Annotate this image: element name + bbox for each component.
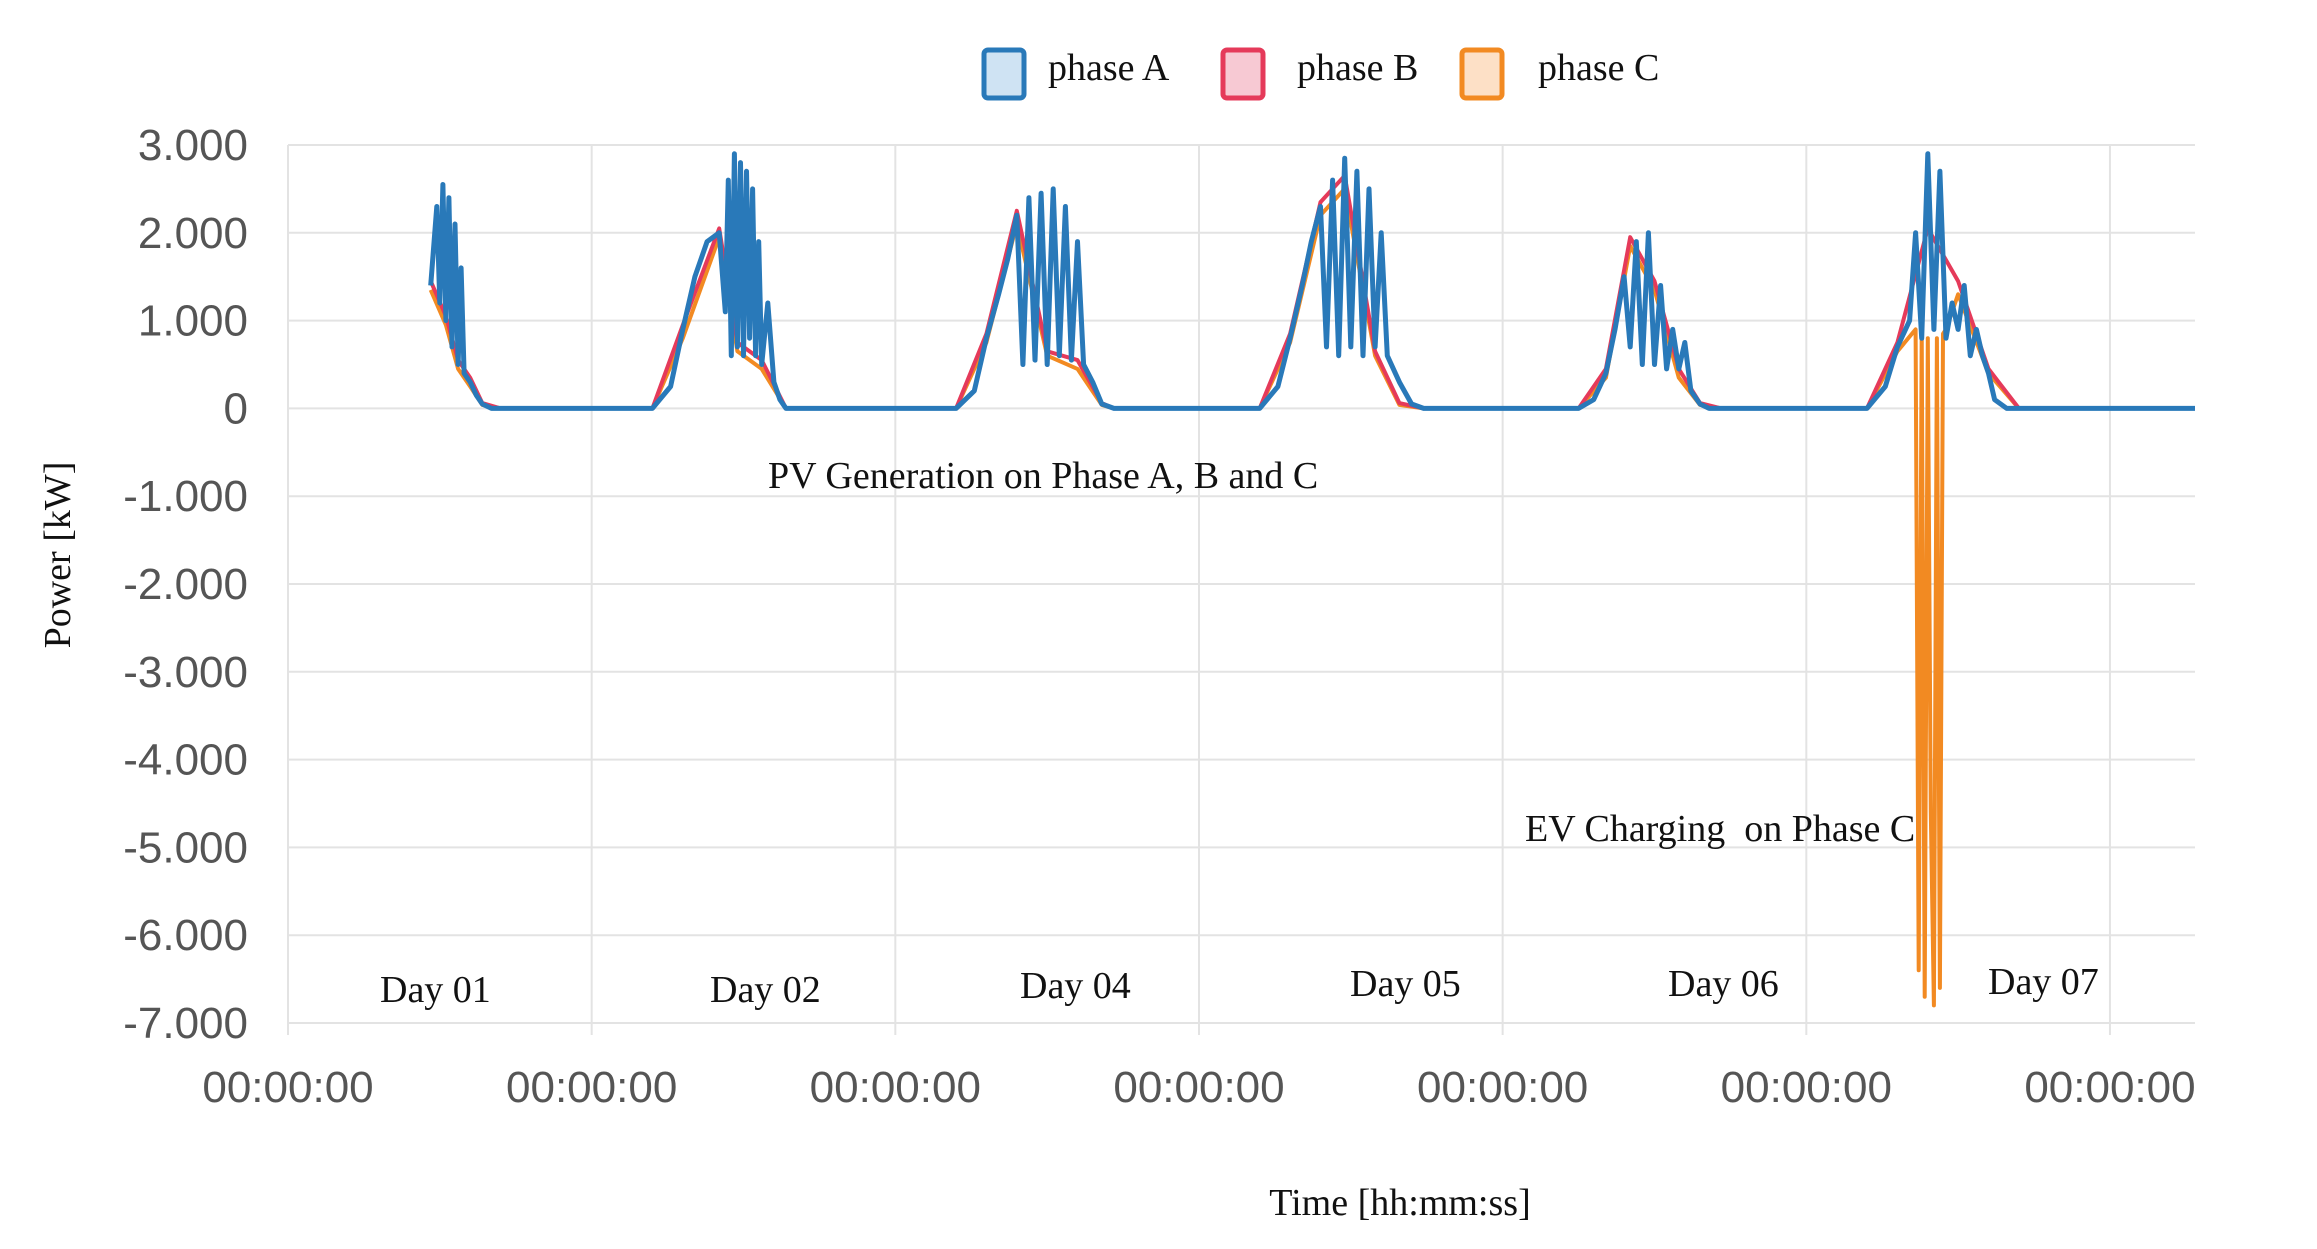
x-tick-label: 00:00:00 (1113, 1063, 1284, 1112)
legend-item-phase-a[interactable]: phase A (981, 47, 1170, 101)
x-axis-title: Time [hh:mm:ss] (1269, 1182, 1530, 1224)
series-line-phase-a (428, 151, 2195, 411)
legend-item-phase-b[interactable]: phase B (1220, 47, 1418, 101)
legend-item-phase-c[interactable]: phase C (1459, 47, 1659, 101)
y-tick-label: -4.000 (123, 736, 248, 785)
y-tick-label: 0 (224, 384, 248, 433)
day-label: Day 06 (1668, 963, 1779, 1005)
annotation-pv-generation: PV Generation on Phase A, B and C (768, 455, 1318, 497)
y-tick-label: -3.000 (123, 648, 248, 697)
legend-label-phase-b: phase B (1297, 47, 1418, 89)
annotation-ev-charging: EV Charging on Phase C (1525, 808, 1915, 850)
y-tick-label: 1.000 (138, 297, 248, 346)
legend-label-phase-a: phase A (1048, 47, 1170, 89)
grid-lines (287, 144, 2195, 1035)
x-tick-label: 00:00:00 (1721, 1063, 1892, 1112)
y-axis-title: Power [kW] (37, 462, 79, 649)
x-tick-label: 00:00:00 (506, 1063, 677, 1112)
y-tick-label: 3.000 (138, 121, 248, 170)
series-lines (428, 151, 2195, 1008)
y-axis-ticks: 3.000 2.000 1.000 0 -1.000 -2.000 -3.000 -4.000… (123, 121, 248, 1048)
x-tick-label: 00:00:00 (810, 1063, 981, 1112)
y-tick-label: -6.000 (123, 911, 248, 960)
x-tick-label: 00:00:00 (1417, 1063, 1588, 1112)
day-label: Day 05 (1350, 963, 1461, 1005)
legend-swatch-phase-c (1459, 47, 1505, 101)
y-tick-label: 2.000 (138, 209, 248, 258)
x-tick-label: 00:00:00 (2024, 1063, 2195, 1112)
series-line-phase-c (428, 186, 2195, 1008)
y-tick-label: -7.000 (123, 999, 248, 1048)
legend-swatch-phase-b (1220, 47, 1266, 101)
x-tick-label: 00:00:00 (202, 1063, 373, 1112)
day-label: Day 01 (380, 969, 491, 1011)
y-tick-label: -1.000 (123, 472, 248, 521)
y-tick-label: -2.000 (123, 560, 248, 609)
legend-swatch-phase-a (981, 47, 1027, 101)
day-label: Day 04 (1020, 965, 1131, 1007)
legend-label-phase-c: phase C (1538, 47, 1659, 89)
x-axis-ticks: 00:00:00 00:00:00 00:00:00 00:00:00 00:00:00… (202, 1063, 2195, 1112)
legend: phase A phase B phase C (981, 47, 1659, 101)
day-label: Day 07 (1988, 961, 2099, 1003)
day-label: Day 02 (710, 969, 821, 1011)
y-tick-label: -5.000 (123, 823, 248, 872)
